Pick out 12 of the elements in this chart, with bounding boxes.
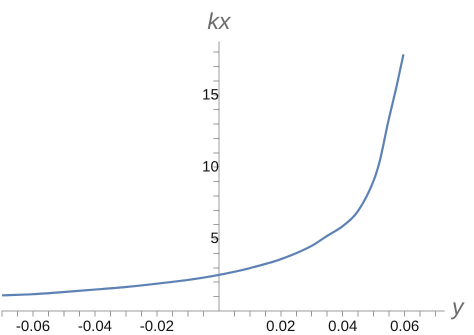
x-tick-label: 0.04 — [328, 318, 358, 335]
y-axis-title: kx — [207, 8, 232, 34]
x-tick-label: 0.06 — [390, 318, 420, 335]
y-tick-label: 15 — [202, 86, 219, 104]
x-tick-label: -0.06 — [16, 318, 50, 335]
y-tick-label: 10 — [202, 158, 219, 176]
line-series — [2, 53, 405, 296]
x-tick-label: -0.04 — [78, 318, 112, 335]
y-tick-label: 5 — [210, 230, 219, 248]
x-axis-title: y — [450, 293, 465, 320]
x-tick-label: 0.02 — [266, 318, 296, 335]
x-tick-label: -0.02 — [140, 318, 174, 335]
